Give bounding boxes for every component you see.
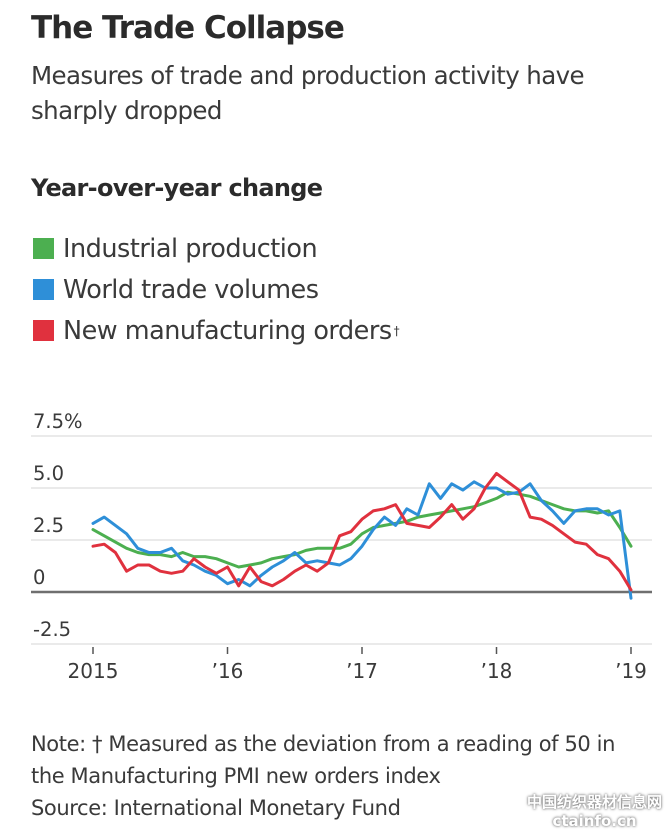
- legend-item-industrial-production: Industrial production: [33, 228, 399, 269]
- x-tick-label: ’19: [615, 659, 647, 683]
- y-axis-labels: 7.5% 5.0 2.5 0 -2.5: [33, 410, 83, 641]
- series-lines: [91, 471, 633, 600]
- watermark-line1: 中国纺织器材信息网: [526, 793, 662, 811]
- x-tick-label: ’17: [346, 659, 378, 683]
- chart-heading: Year-over-year change: [31, 174, 323, 202]
- chart-title: The Trade Collapse: [31, 10, 345, 46]
- x-axis: 2015 ’16 ’17 ’18 ’19: [68, 647, 647, 683]
- dagger-marker: †: [393, 323, 400, 338]
- legend-swatch-red-icon: [33, 320, 54, 341]
- series-line-world-trade-volumes: [91, 480, 633, 600]
- legend-label: Industrial production: [63, 233, 318, 264]
- legend-item-world-trade-volumes: World trade volumes: [33, 269, 399, 310]
- note-text: Note: † Measured as the deviation from a…: [31, 732, 615, 788]
- legend-swatch-blue-icon: [33, 279, 54, 300]
- y-tick-label: 2.5: [33, 514, 64, 537]
- x-tick-label: 2015: [68, 659, 119, 683]
- series-line-new-manufacturing-orders: [91, 471, 633, 592]
- legend-item-new-manufacturing-orders: New manufacturing orders †: [33, 310, 400, 351]
- y-tick-label: -2.5: [33, 618, 71, 641]
- y-tick-label: 0: [33, 566, 45, 589]
- footnote: Note: † Measured as the deviation from a…: [31, 728, 631, 824]
- chart-subtitle: Measures of trade and production activit…: [31, 61, 585, 125]
- y-tick-label: 5.0: [33, 462, 64, 485]
- source-text: Source: International Monetary Fund: [31, 796, 401, 820]
- y-tick-label: 7.5%: [33, 410, 83, 433]
- legend-swatch-green-icon: [33, 238, 54, 259]
- watermark-line2: ctainfo.cn: [552, 812, 637, 830]
- legend: Industrial production World trade volume…: [33, 228, 400, 351]
- x-tick-label: ’16: [212, 659, 244, 683]
- legend-label: World trade volumes: [63, 274, 319, 305]
- gridlines: [31, 435, 652, 645]
- line-chart: 7.5% 5.0 2.5 0 -2.5 2015 ’16 ’17 ’18 ’19: [31, 410, 652, 683]
- x-tick-label: ’18: [481, 659, 513, 683]
- legend-label: New manufacturing orders: [63, 315, 392, 346]
- watermark: 中国纺织器材信息网 ctainfo.cn: [527, 793, 662, 831]
- series-line-industrial-production: [91, 490, 633, 569]
